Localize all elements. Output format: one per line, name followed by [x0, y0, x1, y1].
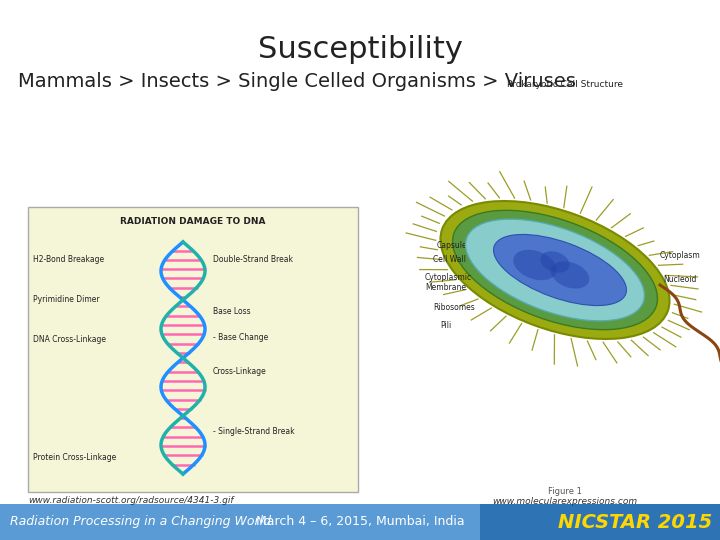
Ellipse shape: [541, 251, 570, 273]
Text: Double-Strand Break: Double-Strand Break: [213, 254, 293, 264]
Text: Cell Wall: Cell Wall: [433, 255, 466, 265]
Text: RADIATION DAMAGE TO DNA: RADIATION DAMAGE TO DNA: [120, 217, 266, 226]
Text: March 4 – 6, 2015, Mumbai, India: March 4 – 6, 2015, Mumbai, India: [256, 516, 464, 529]
Text: Pyrimidine Dimer: Pyrimidine Dimer: [33, 294, 99, 303]
Text: Pili: Pili: [440, 321, 451, 329]
Ellipse shape: [441, 201, 670, 339]
Text: www.molecularexpressions.com: www.molecularexpressions.com: [492, 497, 638, 506]
Text: Ribosomes: Ribosomes: [433, 303, 474, 313]
Text: Protein Cross-Linkage: Protein Cross-Linkage: [33, 453, 116, 462]
Text: Cross-Linkage: Cross-Linkage: [213, 368, 266, 376]
Text: Prokaryotic Cell Structure: Prokaryotic Cell Structure: [507, 80, 623, 89]
Text: Radiation Processing in a Changing World.: Radiation Processing in a Changing World…: [10, 516, 275, 529]
Ellipse shape: [453, 211, 657, 329]
Ellipse shape: [493, 234, 626, 306]
Text: Cytoplasmic: Cytoplasmic: [425, 273, 472, 282]
Bar: [480, 504, 720, 540]
Text: NICSTAR 2015: NICSTAR 2015: [558, 512, 712, 531]
Ellipse shape: [551, 261, 589, 288]
Text: Figure 1: Figure 1: [548, 487, 582, 496]
Text: Susceptibility: Susceptibility: [258, 35, 462, 64]
Ellipse shape: [513, 250, 557, 280]
Text: H2-Bond Breakage: H2-Bond Breakage: [33, 254, 104, 264]
Text: Membrane: Membrane: [425, 284, 466, 293]
Text: - Base Change: - Base Change: [213, 333, 269, 341]
Text: Mammals > Insects > Single Celled Organisms > Viruses: Mammals > Insects > Single Celled Organi…: [18, 72, 576, 91]
Text: Cytoplasm: Cytoplasm: [660, 251, 701, 260]
Text: Base Loss: Base Loss: [213, 307, 251, 316]
Bar: [28, 207, 358, 492]
Text: DNA Cross-Linkage: DNA Cross-Linkage: [33, 334, 106, 343]
Text: - Single-Strand Break: - Single-Strand Break: [213, 428, 294, 436]
Ellipse shape: [466, 219, 644, 321]
Bar: [0, 504, 480, 540]
Text: Capsule: Capsule: [437, 240, 467, 249]
Text: Nucleoid: Nucleoid: [663, 275, 696, 285]
Text: www.radiation-scott.org/radsource/4341-3.gif: www.radiation-scott.org/radsource/4341-3…: [28, 496, 233, 505]
